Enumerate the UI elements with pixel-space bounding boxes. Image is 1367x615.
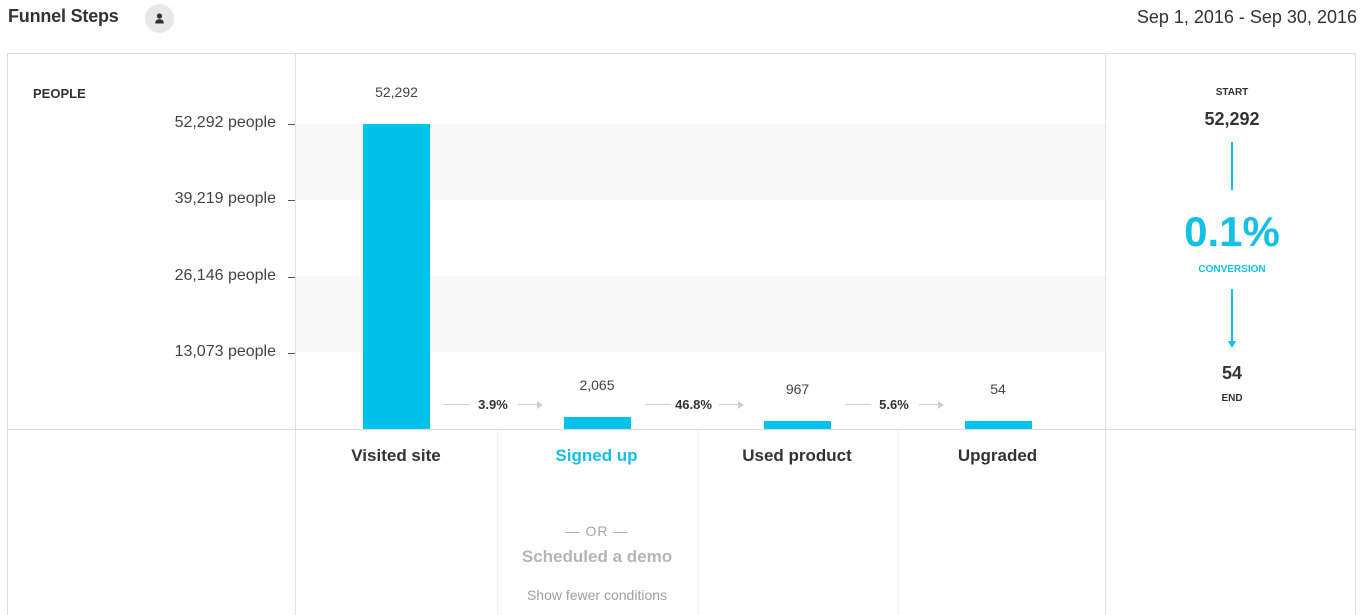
bar-upgraded[interactable] (964, 421, 1032, 429)
summary-end-value: 54 (1221, 363, 1243, 383)
summary-line-top (1231, 142, 1233, 190)
step-conversion-rate: 46.8% (675, 397, 712, 412)
user-icon (155, 13, 164, 24)
summary-line-bottom (1231, 289, 1233, 342)
bar-value-label: 54 (990, 381, 1006, 397)
or-separator: — OR — (565, 523, 629, 539)
summary-start-caption: START (1215, 87, 1249, 98)
grid-band (296, 276, 1105, 352)
step-label-upgraded[interactable]: Upgraded (957, 446, 1038, 465)
arrow-right-icon (938, 401, 944, 409)
bar-value-label: 967 (785, 381, 810, 397)
step-label-used-product[interactable]: Used product (742, 446, 852, 465)
y-tick-mark (288, 200, 295, 201)
arrow-right-icon (737, 401, 744, 409)
alt-step-scheduled-demo[interactable]: Scheduled a demo (521, 547, 673, 566)
grid-band (296, 124, 1105, 200)
bar-value-label: 2,065 (579, 376, 615, 393)
divider-summary (1105, 54, 1106, 615)
conversion-arrow-line (919, 404, 939, 405)
user-icon-button[interactable] (145, 4, 174, 33)
conversion-arrow-line (644, 404, 671, 405)
bar-value-label: 52,292 (375, 84, 418, 100)
funnel-panel (7, 53, 1356, 615)
summary-end-caption: END (1221, 393, 1243, 404)
y-tick-label: 26,146 people (174, 267, 276, 284)
page-title: Funnel Steps (8, 6, 119, 26)
step-label-visited-site[interactable]: Visited site (351, 446, 441, 465)
conversion-arrow-line (518, 404, 538, 405)
bar-used-product[interactable] (764, 421, 831, 429)
step-label-signed-up[interactable]: Signed up (555, 446, 638, 465)
summary-arrow-down-icon (1228, 341, 1236, 348)
divider-step-2 (698, 430, 699, 615)
conversion-arrow-line (718, 404, 739, 405)
y-tick-mark (288, 124, 295, 125)
conversion-arrow-line (845, 404, 871, 405)
summary-conversion-value: 0.1% (1184, 208, 1280, 255)
summary-conversion-caption: CONVERSION (1198, 264, 1266, 275)
divider-axis (295, 54, 296, 615)
date-range[interactable]: Sep 1, 2016 - Sep 30, 2016 (1136, 7, 1357, 27)
bar-signed-up[interactable] (563, 416, 631, 429)
conversion-arrow-line (444, 404, 470, 405)
summary-start-value: 52,292 (1204, 109, 1260, 129)
y-tick-label: 39,219 people (174, 190, 276, 207)
y-axis-title: PEOPLE (33, 86, 86, 101)
y-tick-label: 52,292 people (174, 114, 276, 131)
step-conversion-rate: 5.6% (879, 397, 909, 412)
arrow-right-icon (537, 401, 543, 409)
show-fewer-conditions-link[interactable]: Show fewer conditions (526, 587, 668, 603)
y-tick-mark (288, 353, 295, 354)
y-tick-label: 13,073 people (174, 343, 276, 360)
bar-visited-site[interactable] (363, 124, 430, 429)
baseline-divider (8, 429, 1355, 430)
step-conversion-rate: 3.9% (478, 397, 508, 412)
divider-step-1 (497, 430, 498, 615)
divider-step-3 (898, 430, 899, 615)
y-tick-mark (288, 277, 295, 278)
